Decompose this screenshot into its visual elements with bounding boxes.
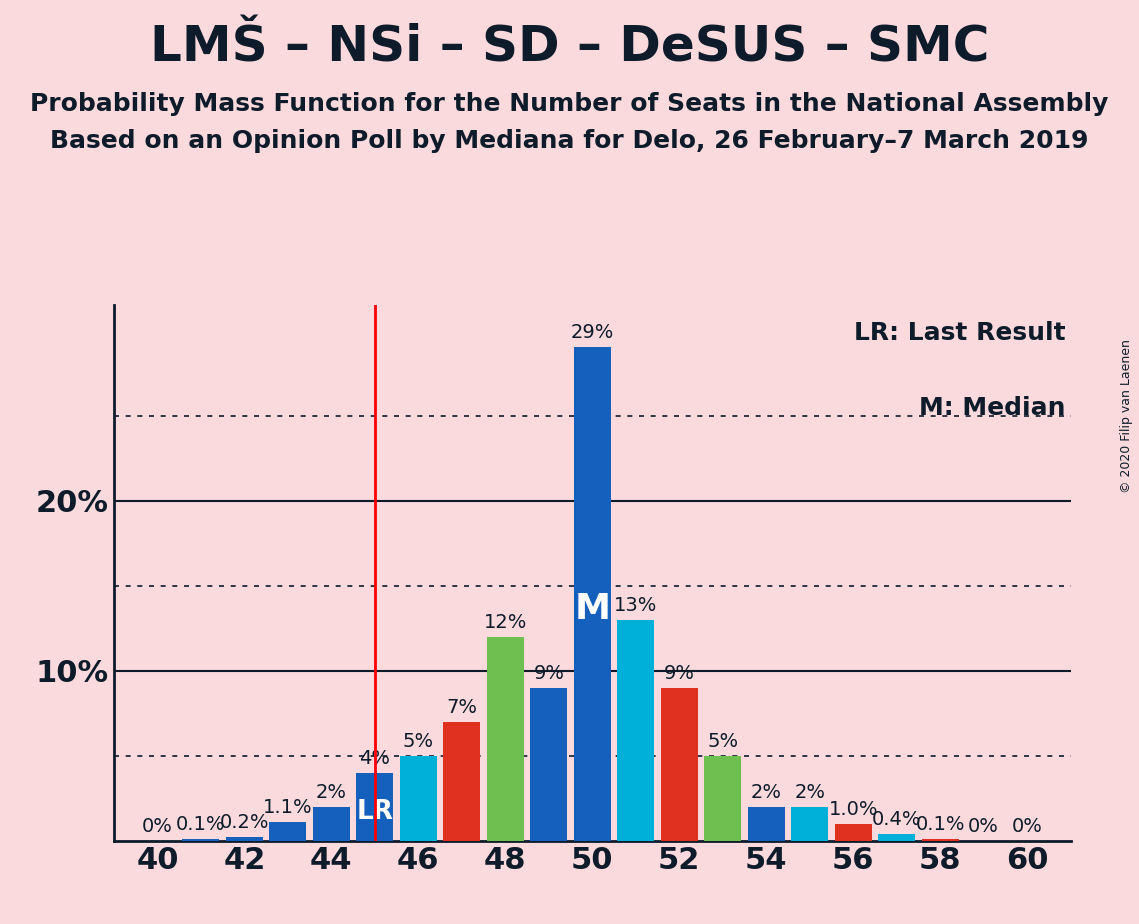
Bar [270,822,306,841]
Bar [182,839,220,841]
Bar [226,837,263,841]
Text: Probability Mass Function for the Number of Seats in the National Assembly: Probability Mass Function for the Number… [31,92,1108,116]
Text: 9%: 9% [664,663,695,683]
Bar [400,756,437,841]
Text: M: M [574,592,611,626]
Bar [921,839,959,841]
Text: 4%: 4% [359,748,391,768]
Text: Based on an Opinion Poll by Mediana for Delo, 26 February–7 March 2019: Based on an Opinion Poll by Mediana for … [50,129,1089,153]
Text: 29%: 29% [571,323,614,343]
Text: 0.2%: 0.2% [220,813,269,833]
Text: LMŠ – NSi – SD – DeSUS – SMC: LMŠ – NSi – SD – DeSUS – SMC [149,23,990,71]
Bar [574,347,611,841]
Text: 0.1%: 0.1% [177,815,226,834]
Text: 2%: 2% [794,783,826,802]
Text: 2%: 2% [316,783,347,802]
Text: LR: Last Result: LR: Last Result [854,321,1066,345]
Text: 2%: 2% [751,783,781,802]
Text: 12%: 12% [484,613,527,632]
Text: 1.0%: 1.0% [828,800,878,819]
Bar [792,807,828,841]
Text: 13%: 13% [614,596,657,614]
Bar [704,756,741,841]
Text: © 2020 Filip van Laenen: © 2020 Filip van Laenen [1121,339,1133,492]
Bar [531,687,567,841]
Text: 0.4%: 0.4% [872,810,921,829]
Bar [486,637,524,841]
Bar [313,807,350,841]
Text: 5%: 5% [403,732,434,750]
Text: 5%: 5% [707,732,738,750]
Bar [748,807,785,841]
Bar [443,722,481,841]
Text: M: Median: M: Median [919,396,1066,420]
Text: 0%: 0% [968,817,999,835]
Text: 1.1%: 1.1% [263,798,313,817]
Bar [357,772,393,841]
Bar [661,687,698,841]
Bar [878,834,916,841]
Text: LR: LR [357,799,393,825]
Bar [617,620,654,841]
Text: 7%: 7% [446,698,477,717]
Text: 0%: 0% [142,817,173,835]
Text: 0%: 0% [1011,817,1042,835]
Text: 0.1%: 0.1% [916,815,965,834]
Text: 9%: 9% [533,663,564,683]
Bar [835,824,871,841]
